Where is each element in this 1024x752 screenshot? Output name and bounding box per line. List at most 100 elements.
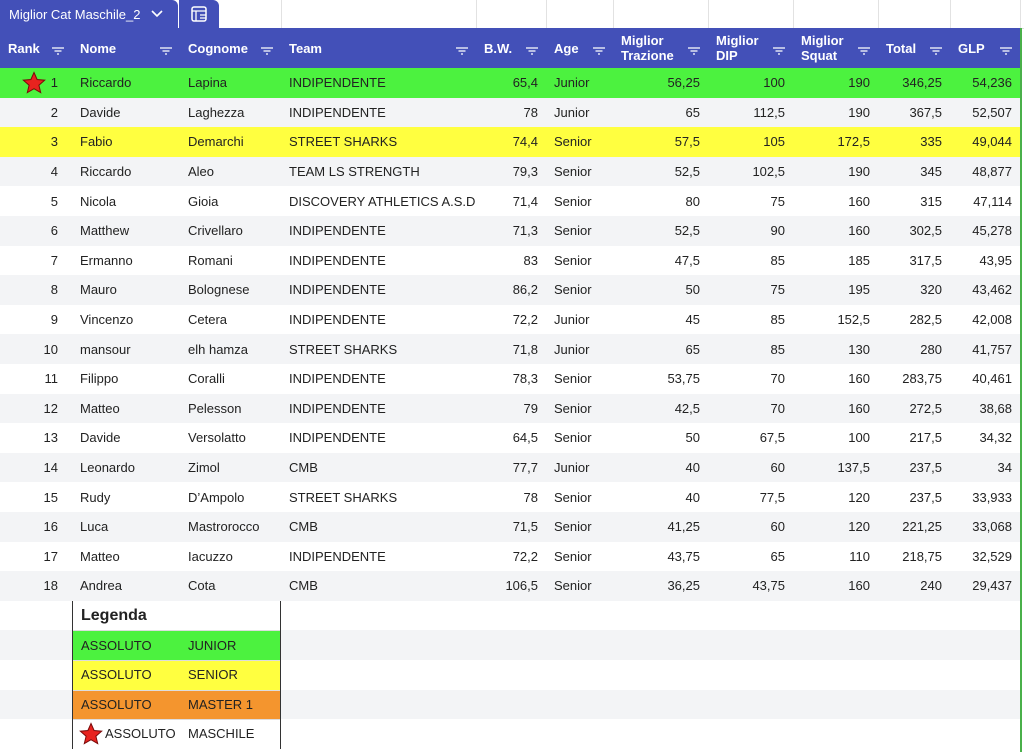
cell: 65 [770, 548, 785, 564]
filter-icon[interactable] [456, 43, 468, 55]
cell: Luca [80, 519, 109, 535]
cell: Bolognese [188, 282, 250, 298]
grid-line [950, 0, 951, 28]
header-text: Miglior Trazione [621, 33, 674, 63]
column-header[interactable]: Nome [72, 28, 180, 68]
header-text: Rank [8, 40, 40, 56]
filter-icon[interactable] [261, 43, 273, 55]
cell: 41,25 [667, 519, 700, 535]
legend-label: ASSOLUTO [81, 637, 152, 653]
column-header[interactable]: Miglior DIP [708, 28, 793, 68]
cell: 315 [920, 193, 942, 209]
cell: Fabio [80, 134, 113, 150]
cell: 160 [848, 193, 870, 209]
column-header[interactable]: Miglior Trazione [613, 28, 708, 68]
cell: 45 [685, 312, 700, 328]
header-text: Miglior DIP [716, 33, 759, 63]
column-header[interactable]: Team [281, 28, 476, 68]
cell: 283,75 [902, 371, 942, 387]
cell: 195 [848, 282, 870, 298]
cell: Senior [554, 489, 592, 505]
sheet-tab[interactable]: Miglior Cat Maschile_2 [0, 0, 178, 28]
cell: 65 [685, 104, 700, 120]
cell: Senior [554, 548, 592, 564]
star-icon [22, 71, 46, 94]
cell: 52,507 [972, 104, 1012, 120]
cell: Junior [554, 312, 590, 328]
table-icon-tab[interactable] [179, 0, 219, 28]
filter-icon[interactable] [773, 43, 785, 55]
cell: 345 [920, 164, 942, 180]
filter-icon[interactable] [526, 43, 538, 55]
cell: 320 [920, 282, 942, 298]
row-bg [0, 541, 1020, 572]
column-header[interactable]: Rank [0, 28, 72, 68]
cell: Senior [554, 578, 592, 594]
cell: STREET SHARKS [289, 341, 398, 357]
cell: STREET SHARKS [289, 134, 398, 150]
cell: Senior [554, 134, 592, 150]
cell: 90 [770, 223, 785, 239]
column-header[interactable]: Cognome [180, 28, 281, 68]
column-header[interactable]: Miglior Squat [793, 28, 878, 68]
cell: 6 [50, 223, 58, 239]
cell: 75 [770, 193, 785, 209]
cell: 72,2 [512, 312, 538, 328]
cell: Matthew [80, 223, 130, 239]
cell: 33,068 [972, 519, 1012, 535]
sheet-border [1020, 28, 1022, 752]
cell: INDIPENDENTE [289, 430, 386, 446]
cell: CMB [289, 519, 318, 535]
cell: 100 [848, 430, 870, 446]
filter-icon[interactable] [593, 43, 605, 55]
cell: 190 [848, 104, 870, 120]
legend-title: Legenda [73, 600, 280, 631]
filter-icon[interactable] [52, 43, 64, 55]
cell: CMB [289, 460, 318, 476]
cell: 8 [50, 282, 58, 298]
cell: 43,75 [752, 578, 785, 594]
cell: Mauro [80, 282, 117, 298]
column-header[interactable]: GLP [950, 28, 1020, 68]
filter-icon[interactable] [160, 43, 172, 55]
cell: 38,68 [979, 400, 1012, 416]
cell: 79,3 [512, 164, 538, 180]
cell: 1 [50, 75, 58, 91]
cell: 65 [685, 341, 700, 357]
header-text: GLP [958, 40, 985, 56]
column-header[interactable]: B.W. [476, 28, 546, 68]
cell: Aleo [188, 164, 215, 180]
filter-icon[interactable] [688, 43, 700, 55]
cell: 77,5 [759, 489, 785, 505]
cell: 74,4 [512, 134, 538, 150]
column-header[interactable]: Age [546, 28, 613, 68]
star-icon [79, 722, 103, 745]
cell: Cota [188, 578, 216, 594]
cell: 78 [523, 104, 538, 120]
cell: 15 [43, 489, 58, 505]
cell: Cetera [188, 312, 228, 328]
legend-label: ASSOLUTO [81, 667, 152, 683]
cell: Leonardo [80, 460, 135, 476]
icon [191, 6, 207, 22]
header-text: Total [886, 40, 917, 56]
tab-title: Miglior Cat Maschile_2 [9, 6, 141, 22]
star [22, 71, 48, 95]
filter-icon[interactable] [858, 43, 870, 55]
cell: 137,5 [837, 460, 870, 476]
cell: 70 [770, 371, 785, 387]
filter-icon[interactable] [1000, 43, 1012, 55]
cell: Iacuzzo [188, 548, 233, 564]
legend-category: JUNIOR [188, 637, 237, 653]
row-bg [0, 127, 1020, 157]
column-header[interactable]: Total [878, 28, 950, 68]
cell: 42,008 [972, 312, 1012, 328]
cell: 190 [848, 75, 870, 91]
cell: 60 [770, 519, 785, 535]
row-bg [0, 512, 1020, 542]
cell: 10 [43, 341, 58, 357]
filter-icon[interactable] [930, 43, 942, 55]
row-bg [0, 393, 1020, 424]
cell: 33,933 [972, 489, 1012, 505]
grid-line [708, 0, 709, 28]
